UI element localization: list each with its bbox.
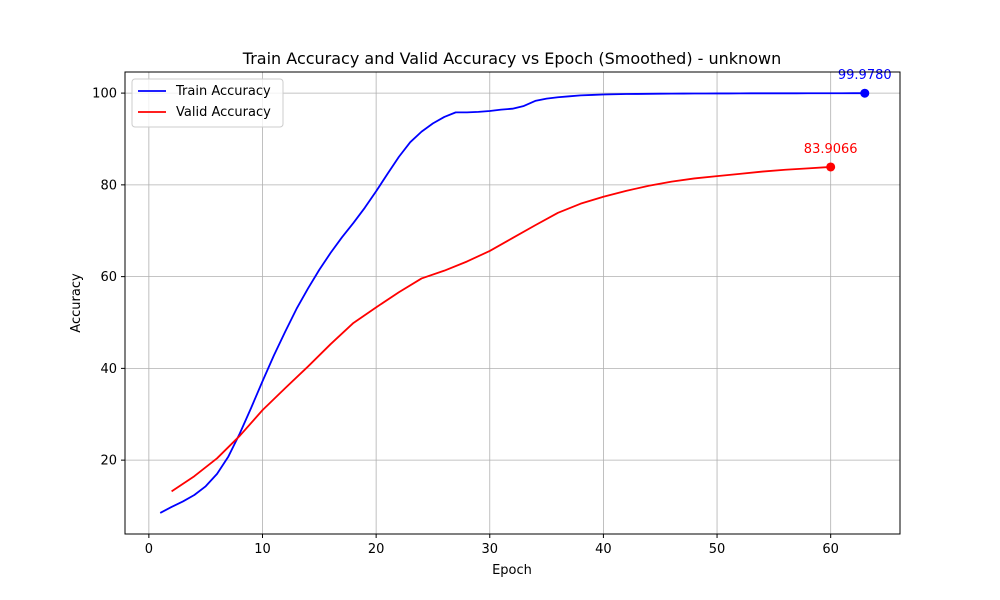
series-line-valid-accuracy bbox=[171, 166, 831, 493]
chart-title: Train Accuracy and Valid Accuracy vs Epo… bbox=[242, 49, 781, 68]
legend: Train Accuracy Valid Accuracy bbox=[131, 78, 284, 128]
legend-box bbox=[131, 78, 284, 128]
x-tick-label: 60 bbox=[822, 542, 839, 557]
legend-label-train-accuracy: Train Accuracy bbox=[175, 84, 271, 99]
x-tick-label: 20 bbox=[368, 542, 385, 557]
axis-ticks: 0 10 20 30 40 50 60 20 40 60 80 100 bbox=[92, 87, 839, 557]
y-tick-label: 60 bbox=[100, 270, 117, 285]
y-tick-label: 100 bbox=[92, 87, 117, 102]
x-tick-label: 50 bbox=[709, 542, 726, 557]
x-tick-label: 40 bbox=[595, 542, 612, 557]
last-value-label-train-accuracy: 99.9780 bbox=[838, 68, 892, 83]
last-point-train-accuracy bbox=[860, 88, 870, 98]
y-tick-label: 20 bbox=[100, 454, 117, 469]
x-tick-label: 0 bbox=[145, 542, 153, 557]
y-axis-label: Accuracy bbox=[69, 273, 84, 333]
y-tick-label: 40 bbox=[100, 362, 117, 377]
plot-frame bbox=[124, 71, 901, 535]
x-axis-label: Epoch bbox=[492, 563, 532, 578]
series-line-train-accuracy bbox=[159, 92, 865, 514]
x-tick-label: 10 bbox=[254, 542, 271, 557]
last-value-label-valid-accuracy: 83.9066 bbox=[804, 142, 858, 157]
grid-lines bbox=[125, 72, 900, 534]
y-tick-label: 80 bbox=[100, 178, 117, 193]
x-tick-label: 30 bbox=[481, 542, 498, 557]
last-point-valid-accuracy bbox=[826, 162, 836, 172]
legend-label-valid-accuracy: Valid Accuracy bbox=[176, 105, 271, 120]
